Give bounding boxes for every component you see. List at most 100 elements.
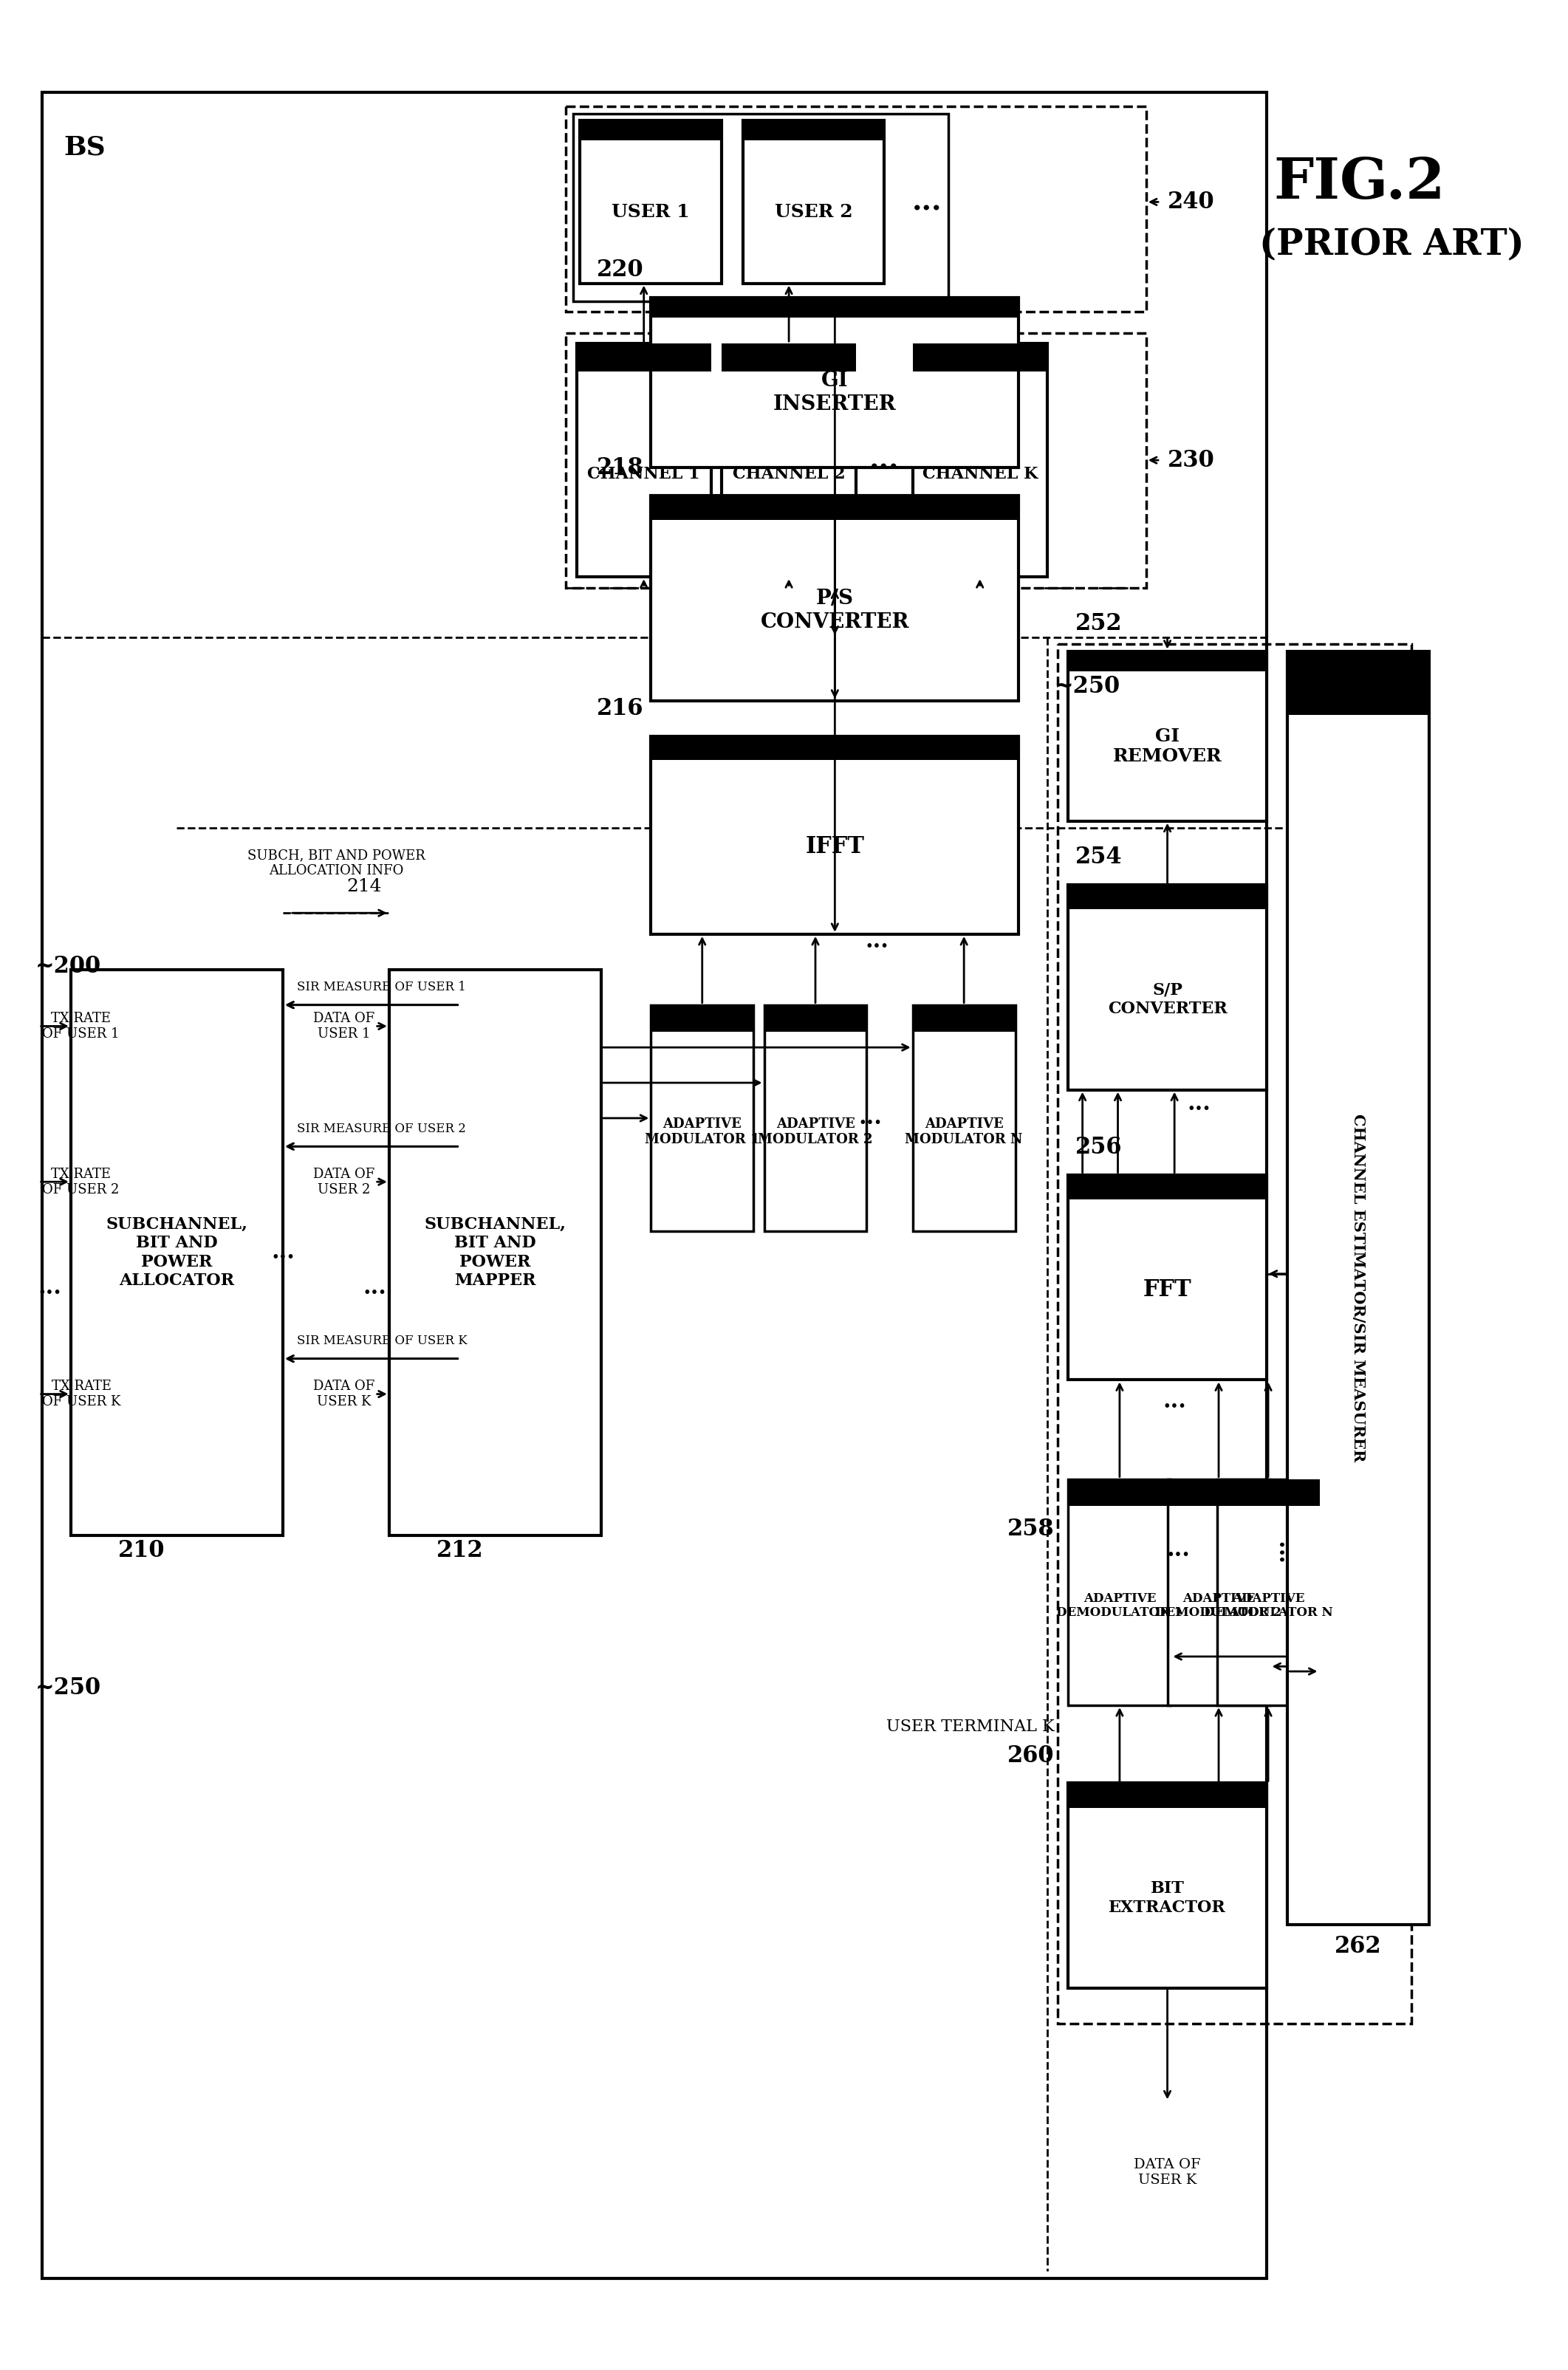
Text: CHANNEL 1: CHANNEL 1 xyxy=(588,467,701,483)
Bar xyxy=(572,114,949,301)
Bar xyxy=(651,299,1019,467)
Bar xyxy=(913,344,1047,576)
Bar xyxy=(1068,1782,1267,1808)
Text: BS: BS xyxy=(64,135,105,159)
Text: (PRIOR ART): (PRIOR ART) xyxy=(1259,228,1524,261)
Text: 256: 256 xyxy=(1076,1135,1123,1159)
Text: 216: 216 xyxy=(597,697,644,720)
Text: ...: ... xyxy=(1167,1538,1190,1562)
Text: USER 1: USER 1 xyxy=(612,204,690,220)
Text: ...: ... xyxy=(271,1242,295,1263)
Text: 212: 212 xyxy=(436,1538,483,1562)
Bar xyxy=(651,737,1019,761)
Text: USER 2: USER 2 xyxy=(775,204,853,220)
Bar xyxy=(651,495,1019,702)
Text: ...: ... xyxy=(1265,1538,1289,1562)
Text: 210: 210 xyxy=(118,1538,165,1562)
Bar xyxy=(743,121,884,140)
Bar xyxy=(577,344,710,372)
Text: FFT: FFT xyxy=(1143,1277,1192,1301)
Text: SUBCHANNEL,
BIT AND
POWER
ALLOCATOR: SUBCHANNEL, BIT AND POWER ALLOCATOR xyxy=(107,1216,248,1289)
Bar xyxy=(651,737,1019,934)
Text: 254: 254 xyxy=(1076,846,1123,870)
Text: ...: ... xyxy=(858,1107,881,1130)
Bar xyxy=(651,1005,754,1232)
Text: 220: 220 xyxy=(597,258,644,282)
Text: 218: 218 xyxy=(597,457,644,479)
Bar xyxy=(651,1005,754,1031)
Bar xyxy=(1167,1479,1270,1706)
Text: ...: ... xyxy=(1187,1093,1210,1116)
Text: TX RATE
OF USER K: TX RATE OF USER K xyxy=(42,1379,121,1408)
Bar xyxy=(1167,1479,1270,1505)
Bar xyxy=(651,495,1019,519)
Text: ...: ... xyxy=(38,1277,61,1299)
Bar xyxy=(721,344,856,576)
Text: ~250: ~250 xyxy=(36,1676,102,1699)
Text: SIR MEASURE OF USER 1: SIR MEASURE OF USER 1 xyxy=(298,981,466,993)
Text: 214: 214 xyxy=(347,879,383,896)
Bar xyxy=(1068,884,1267,1090)
Text: IFFT: IFFT xyxy=(806,837,864,858)
Bar xyxy=(1068,1479,1171,1505)
Bar xyxy=(1068,1479,1171,1706)
Bar xyxy=(1058,645,1411,2024)
Bar xyxy=(1068,652,1267,671)
Bar xyxy=(71,969,282,1536)
Text: ADAPTIVE
DEMODULATOR N: ADAPTIVE DEMODULATOR N xyxy=(1204,1593,1333,1619)
Bar xyxy=(743,121,884,284)
Text: ADAPTIVE
MODULATOR 1: ADAPTIVE MODULATOR 1 xyxy=(644,1116,759,1147)
Text: ...: ... xyxy=(364,1277,387,1299)
Text: ADAPTIVE
DEMODULATOR 1: ADAPTIVE DEMODULATOR 1 xyxy=(1057,1593,1182,1619)
Bar xyxy=(1068,652,1267,820)
Text: USER TERMINAL K: USER TERMINAL K xyxy=(886,1718,1054,1735)
Bar xyxy=(721,344,856,372)
Bar xyxy=(913,1005,1014,1031)
Text: 262: 262 xyxy=(1334,1936,1381,1958)
Text: 240: 240 xyxy=(1167,190,1214,213)
Text: SUBCH, BIT AND POWER
ALLOCATION INFO: SUBCH, BIT AND POWER ALLOCATION INFO xyxy=(248,848,425,877)
Text: ~250: ~250 xyxy=(1054,675,1120,699)
Bar xyxy=(651,299,1019,318)
Text: 252: 252 xyxy=(1076,611,1123,635)
Bar xyxy=(1287,652,1428,716)
Text: ...: ... xyxy=(869,446,900,474)
Text: ADAPTIVE
MODULATOR 2: ADAPTIVE MODULATOR 2 xyxy=(757,1116,873,1147)
Bar xyxy=(580,121,721,284)
Text: TX RATE
OF USER 1: TX RATE OF USER 1 xyxy=(42,1012,119,1040)
Text: FIG.2: FIG.2 xyxy=(1273,156,1446,211)
Text: GI
REMOVER: GI REMOVER xyxy=(1113,728,1221,766)
Text: ~200: ~200 xyxy=(36,955,102,979)
Bar xyxy=(566,107,1146,310)
Text: ...: ... xyxy=(913,187,942,216)
Text: SIR MEASURE OF USER K: SIR MEASURE OF USER K xyxy=(298,1334,467,1346)
Text: 260: 260 xyxy=(1007,1744,1054,1768)
Text: S/P
CONVERTER: S/P CONVERTER xyxy=(1107,981,1228,1017)
Bar xyxy=(764,1005,867,1031)
Text: DATA OF
USER 2: DATA OF USER 2 xyxy=(314,1168,375,1197)
Bar xyxy=(1217,1479,1320,1505)
Bar xyxy=(580,121,721,140)
Text: CHANNEL K: CHANNEL K xyxy=(922,467,1038,483)
Bar xyxy=(764,1005,867,1232)
Bar xyxy=(1068,884,1267,910)
Bar xyxy=(1068,1176,1267,1199)
Bar xyxy=(1068,1176,1267,1379)
Text: SIR MEASURE OF USER 2: SIR MEASURE OF USER 2 xyxy=(298,1123,466,1135)
Text: DATA OF
USER K: DATA OF USER K xyxy=(1134,2159,1201,2188)
Text: CHANNEL 2: CHANNEL 2 xyxy=(732,467,845,483)
Text: TX RATE
OF USER 2: TX RATE OF USER 2 xyxy=(42,1168,119,1197)
Text: P/S
CONVERTER: P/S CONVERTER xyxy=(760,590,909,633)
Text: ...: ... xyxy=(866,929,889,953)
Bar xyxy=(389,969,602,1536)
Text: DATA OF
USER 1: DATA OF USER 1 xyxy=(314,1012,375,1040)
Bar xyxy=(1217,1479,1320,1706)
Bar xyxy=(913,344,1047,372)
Text: 258: 258 xyxy=(1007,1517,1054,1541)
Bar xyxy=(42,92,1267,2278)
Bar xyxy=(566,332,1146,588)
Text: DATA OF
USER K: DATA OF USER K xyxy=(314,1379,375,1408)
Text: SUBCHANNEL,
BIT AND
POWER
MAPPER: SUBCHANNEL, BIT AND POWER MAPPER xyxy=(425,1216,566,1289)
Text: CHANNEL ESTIMATOR/SIR MEASURER: CHANNEL ESTIMATOR/SIR MEASURER xyxy=(1352,1114,1366,1462)
Text: ...: ... xyxy=(1163,1389,1187,1413)
